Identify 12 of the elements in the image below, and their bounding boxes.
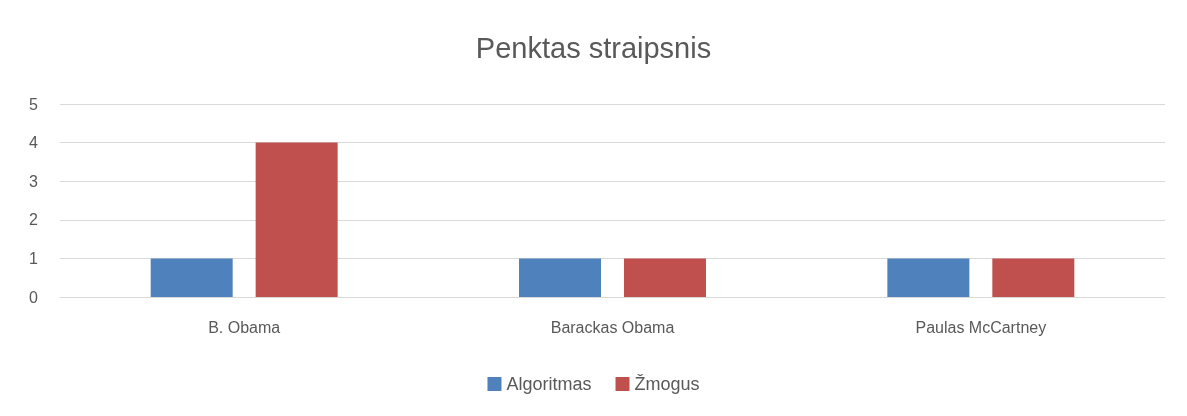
- y-tick-label: 0: [29, 288, 39, 306]
- y-tick-label: 1: [29, 249, 39, 267]
- legend-label: Žmogus: [634, 374, 700, 394]
- x-tick-label: Paulas McCartney: [915, 318, 1047, 336]
- y-tick-label: 2: [29, 211, 39, 229]
- x-tick-label: B. Obama: [208, 318, 281, 336]
- y-tick-label: 3: [29, 172, 39, 190]
- y-tick-label: 5: [29, 95, 39, 113]
- legend-label: Algoritmas: [506, 374, 592, 394]
- y-tick-label: 4: [29, 134, 39, 152]
- chart-title: Penktas straipsnis: [475, 31, 712, 64]
- x-tick-label: Barackas Obama: [550, 318, 675, 336]
